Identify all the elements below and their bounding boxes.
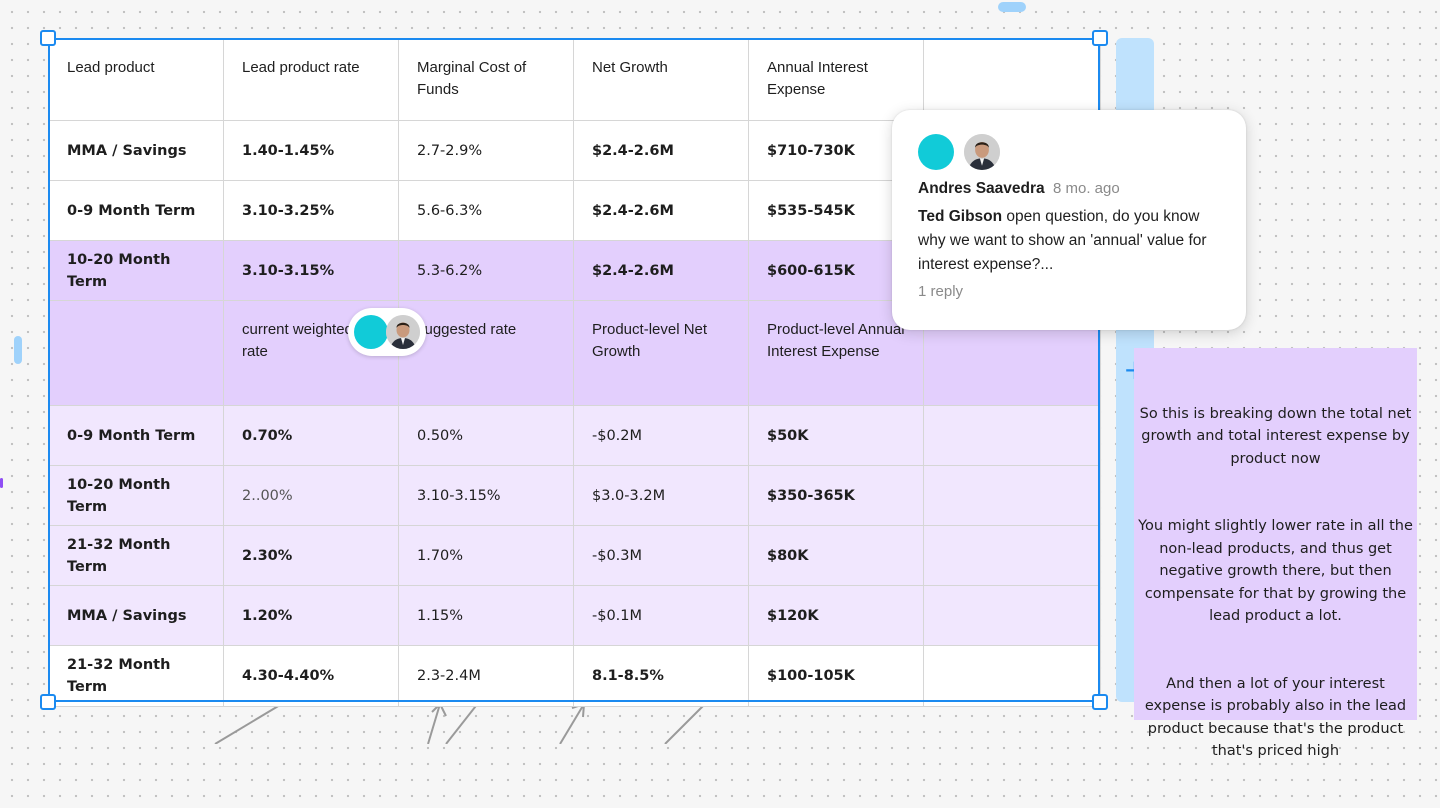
connector-line	[664, 703, 706, 744]
table-cell[interactable]	[923, 585, 1101, 646]
sticky-paragraph: And then a lot of your interest expense …	[1144, 675, 1407, 760]
table-cell[interactable]: $2.4-2.6M	[573, 120, 749, 181]
table-row: 10-20 Month Term 2..00% 3.10-3.15% $3.0-3.2…	[48, 465, 1101, 526]
table-cell[interactable]: 2.7-2.9%	[398, 120, 574, 181]
row-label-cell[interactable]: 0-9 Month Term	[48, 405, 224, 466]
row-label-cell[interactable]	[48, 300, 224, 406]
table-cell[interactable]: 8.1-8.5%	[573, 645, 749, 707]
table-row: 21-32 Month Term 2.30% 1.70% -$0.3M $80K	[48, 525, 1101, 586]
table-cell[interactable]: 1.40-1.45%	[223, 120, 399, 181]
table-cell[interactable]: 4.30-4.40%	[223, 645, 399, 707]
table-cell[interactable]: 3.10-3.25%	[223, 180, 399, 241]
row-label-cell[interactable]: 21-32 Month Term	[48, 525, 224, 586]
table-cell[interactable]: $3.0-3.2M	[573, 465, 749, 526]
avatar-teal	[354, 315, 388, 349]
table-cell[interactable]	[923, 645, 1101, 707]
move-handle-top[interactable]	[998, 2, 1026, 12]
table-row: Lead product Lead product rate Marginal Co…	[48, 38, 1101, 121]
table-cell[interactable]: $120K	[748, 585, 924, 646]
table-cell[interactable]: 2..00%	[223, 465, 399, 526]
table-cell[interactable]: 0.50%	[398, 405, 574, 466]
table-cell[interactable]: Product-level Net Growth	[573, 300, 749, 406]
table-cell[interactable]: 1.15%	[398, 585, 574, 646]
table-cell[interactable]: $80K	[748, 525, 924, 586]
comment-author[interactable]: Andres Saavedra	[918, 180, 1045, 197]
connector-line	[214, 701, 286, 744]
avatar-photo	[964, 134, 1000, 170]
table-cell[interactable]: -$0.3M	[573, 525, 749, 586]
comment-text: open question, do you know why we want t…	[918, 208, 1207, 273]
table-cell[interactable]: 3.10-3.15%	[398, 465, 574, 526]
sticky-paragraph: So this is breaking down the total net g…	[1139, 405, 1412, 467]
avatar-photo	[386, 315, 420, 349]
table-cell[interactable]: $350-365K	[748, 465, 924, 526]
table-cell[interactable]: 2.3-2.4M	[398, 645, 574, 707]
table-cell[interactable]: 5.6-6.3%	[398, 180, 574, 241]
resize-handle-top-left[interactable]	[40, 30, 56, 46]
row-label-cell[interactable]: 10-20 Month Term	[48, 465, 224, 526]
table-cell[interactable]: Marginal Cost of Funds	[398, 38, 574, 121]
table-cell[interactable]: 1.20%	[223, 585, 399, 646]
table-cell[interactable]: -$0.1M	[573, 585, 749, 646]
table-cell[interactable]	[923, 405, 1101, 466]
table-cell[interactable]: -$0.2M	[573, 405, 749, 466]
table-cell[interactable]: suggested rate	[398, 300, 574, 406]
comment-popup[interactable]: Andres Saavedra 8 mo. ago Ted Gibson ope…	[892, 110, 1246, 330]
comment-replies-link[interactable]: 1 reply	[918, 283, 964, 300]
table-row: MMA / Savings 1.20% 1.15% -$0.1M $120K	[48, 585, 1101, 646]
connector-line	[559, 703, 585, 744]
resize-handle-bottom-left[interactable]	[40, 694, 56, 710]
row-label-cell[interactable]: 21-32 Month Term	[48, 645, 224, 707]
row-label-cell[interactable]: 0-9 Month Term	[48, 180, 224, 241]
table-cell[interactable]: Annual Interest Expense	[748, 38, 924, 121]
table-cell[interactable]	[923, 525, 1101, 586]
connector-line	[427, 703, 441, 744]
table-cell[interactable]: $50K	[748, 405, 924, 466]
resize-handle-top-right[interactable]	[1092, 30, 1108, 46]
avatar-teal	[918, 134, 954, 170]
sticky-note[interactable]: So this is breaking down the total net g…	[1134, 348, 1417, 759]
row-label-cell[interactable]: 10-20 Month Term	[48, 240, 224, 301]
table-row: 0-9 Month Term 3.10-3.25% 5.6-6.3% $2.4-2.6…	[48, 180, 1101, 241]
table-cell[interactable]: $2.4-2.6M	[573, 180, 749, 241]
row-label-cell[interactable]: MMA / Savings	[48, 585, 224, 646]
comment-time: 8 mo. ago	[1052, 180, 1120, 197]
table-cell[interactable]: 3.10-3.15%	[223, 240, 399, 301]
cursor-marker	[0, 478, 3, 488]
table-cell[interactable]: 0.70%	[223, 405, 399, 466]
comment-mention[interactable]: Ted Gibson	[918, 208, 1003, 225]
table-cell[interactable]	[923, 38, 1101, 121]
row-label-cell[interactable]: Lead product	[48, 38, 224, 121]
table-row: 21-32 Month Term 4.30-4.40% 2.3-2.4M 8.1-8.…	[48, 645, 1101, 707]
table-cell[interactable]	[923, 465, 1101, 526]
table-row: current weighted rate suggested rate Produ…	[48, 300, 1101, 406]
table-cell[interactable]: $2.4-2.6M	[573, 240, 749, 301]
comment-body: Ted Gibson open question, do you know wh…	[918, 205, 1220, 277]
table-cell[interactable]: 2.30%	[223, 525, 399, 586]
table-cell[interactable]: 1.70%	[398, 525, 574, 586]
move-handle-left[interactable]	[14, 336, 22, 364]
row-label-cell[interactable]: MMA / Savings	[48, 120, 224, 181]
resize-handle-bottom-right[interactable]	[1092, 694, 1108, 710]
table-cell[interactable]: 5.3-6.2%	[398, 240, 574, 301]
sticky-paragraph: You might slightly lower rate in all the…	[1138, 518, 1413, 624]
table-row: 0-9 Month Term 0.70% 0.50% -$0.2M $50K	[48, 405, 1101, 466]
table-cell[interactable]: Lead product rate	[223, 38, 399, 121]
presence-indicator[interactable]	[348, 308, 426, 356]
table-cell[interactable]: Net Growth	[573, 38, 749, 121]
table-cell[interactable]: $100-105K	[748, 645, 924, 707]
